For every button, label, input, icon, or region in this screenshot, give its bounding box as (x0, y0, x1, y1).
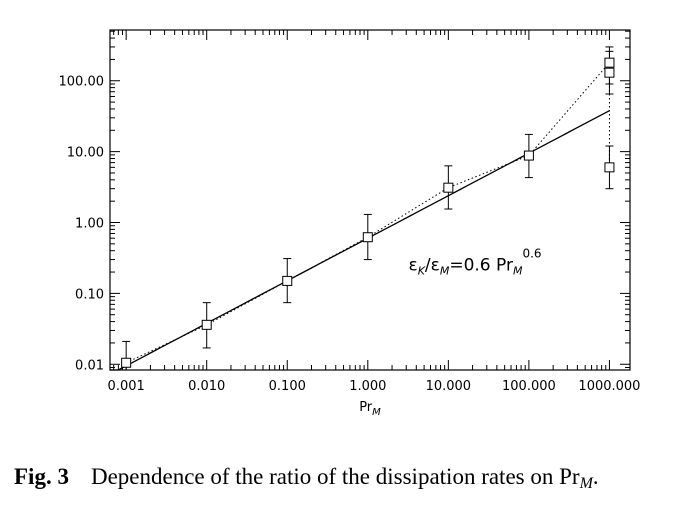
annot-slash: / (425, 256, 431, 276)
x-tick-label: 10.000 (426, 379, 472, 394)
annot-exp: 0.6 (522, 247, 541, 261)
caption-fig-label: Fig. 3 (14, 464, 69, 489)
figure-caption: Fig. 3 Dependence of the ratio of the dis… (14, 462, 674, 498)
error-bars-layer (122, 46, 614, 371)
annot-sub-m2: M (513, 265, 523, 278)
data-point (604, 162, 615, 173)
dotted-connector (125, 61, 610, 364)
x-tick-label: 0.010 (188, 379, 225, 394)
dissipation-ratio-chart: 0.001 0.010 0.100 1.000 10.000 100.000 1000.00… (59, 29, 641, 418)
fit-line-layer (109, 110, 610, 371)
data-points-layer (121, 57, 615, 368)
data-point (282, 275, 293, 286)
annot-eps-k: ε (408, 256, 417, 276)
annot-eq: =0.6 Pr (449, 256, 513, 276)
y-tick-label: 100.00 (59, 75, 105, 90)
data-point (201, 319, 212, 330)
annot-sub-k: K (418, 265, 426, 278)
data-point (604, 67, 615, 78)
y-tick-label: 0.10 (75, 287, 104, 302)
data-point (443, 182, 454, 193)
plot-frame (109, 29, 631, 371)
data-point (604, 57, 615, 68)
x-axis-title-base: Pr (359, 400, 373, 415)
caption-text: Dependence of the ratio of the dissipati… (90, 464, 580, 489)
data-point (362, 232, 373, 243)
fit-annotation: εK/εM=0.6 PrM0.6 (408, 247, 541, 278)
x-tick-labels: 0.001 0.010 0.100 1.000 10.000 100.000 1000.00… (108, 379, 641, 394)
x-axis-title: PrM (359, 400, 381, 418)
y-tick-label: 10.00 (67, 146, 104, 161)
annot-sub-m: M (440, 265, 450, 278)
y-tick-label: 0.01 (75, 358, 104, 373)
caption-end: . (592, 464, 599, 489)
x-axis-title-sub: M (372, 407, 381, 418)
x-tick-label: 100.000 (502, 379, 556, 394)
y-tick-labels: 0.01 0.10 1.00 10.00 100.00 (59, 75, 105, 374)
x-tick-label: 0.001 (108, 379, 145, 394)
fit-line (109, 110, 610, 371)
x-tick-label: 1000.000 (578, 379, 640, 394)
data-point (121, 357, 132, 368)
data-point (523, 150, 534, 161)
annot-eps-m: ε (431, 256, 440, 276)
y-tick-label: 1.00 (75, 217, 104, 232)
x-tick-label: 1.000 (349, 379, 386, 394)
minor-ticks (110, 30, 630, 370)
dotted-path-layer (125, 61, 610, 364)
caption-sub: M (579, 475, 593, 492)
x-tick-label: 0.100 (269, 379, 306, 394)
